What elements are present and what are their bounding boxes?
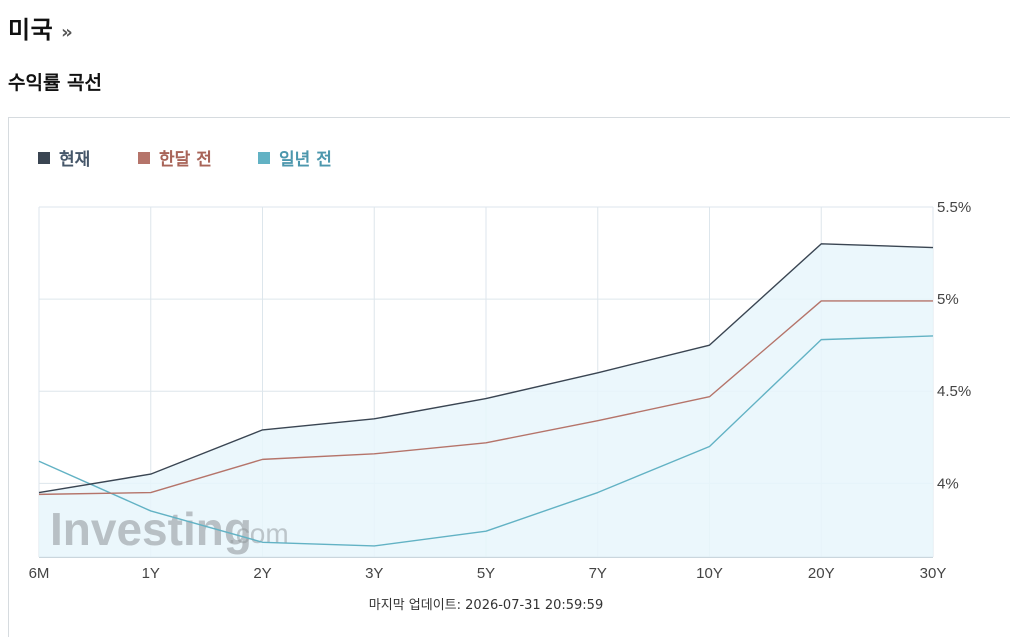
series-line-current[interactable] [38,243,934,494]
current-area [39,243,933,557]
chart-series-lines [38,243,934,547]
y-tick-label: 4.5% [937,383,971,400]
legend-swatch[interactable] [38,152,50,164]
y-tick-label: 5% [937,291,959,308]
legend-swatch[interactable] [138,152,150,164]
x-tick-label: 2Y [253,565,271,582]
legend-label[interactable]: 현재 [59,150,90,170]
x-tick-label: 6M [29,565,50,582]
legend-swatch[interactable] [258,152,270,164]
x-tick-label: 30Y [920,565,947,582]
x-tick-label: 7Y [589,565,607,582]
chart-area-fill [39,243,933,557]
watermark-suffix: .com [228,518,289,549]
section-title: 수익률 곡선 [8,72,103,94]
x-tick-label: 20Y [808,565,835,582]
series-line-year-ago[interactable] [38,335,934,547]
x-tick-label: 1Y [142,565,160,582]
x-tick-label: 5Y [477,565,495,582]
y-tick-label: 4% [937,475,959,492]
y-axis: 5.5% 5% 4.5% 4% [937,199,971,492]
chart-legend: 현재 한달 전 일년 전 [38,149,332,170]
x-tick-label: 3Y [365,565,383,582]
y-tick-label: 5.5% [937,199,971,216]
chevron-right-icon[interactable]: » [61,22,74,43]
chart-panel [8,117,1010,637]
x-axis: 6M 1Y 2Y 3Y 5Y 7Y 10Y 20Y 30Y [29,565,947,582]
legend-label[interactable]: 한달 전 [159,149,212,170]
series-line-month-ago[interactable] [38,300,933,496]
page-title: 미국 » [8,10,73,45]
country-title: 미국 [8,16,54,44]
last-update-label: 마지막 업데이트: 2026-07-31 20:59:59 [369,598,603,613]
x-tick-label: 10Y [696,565,723,582]
legend-label[interactable]: 일년 전 [279,150,332,170]
